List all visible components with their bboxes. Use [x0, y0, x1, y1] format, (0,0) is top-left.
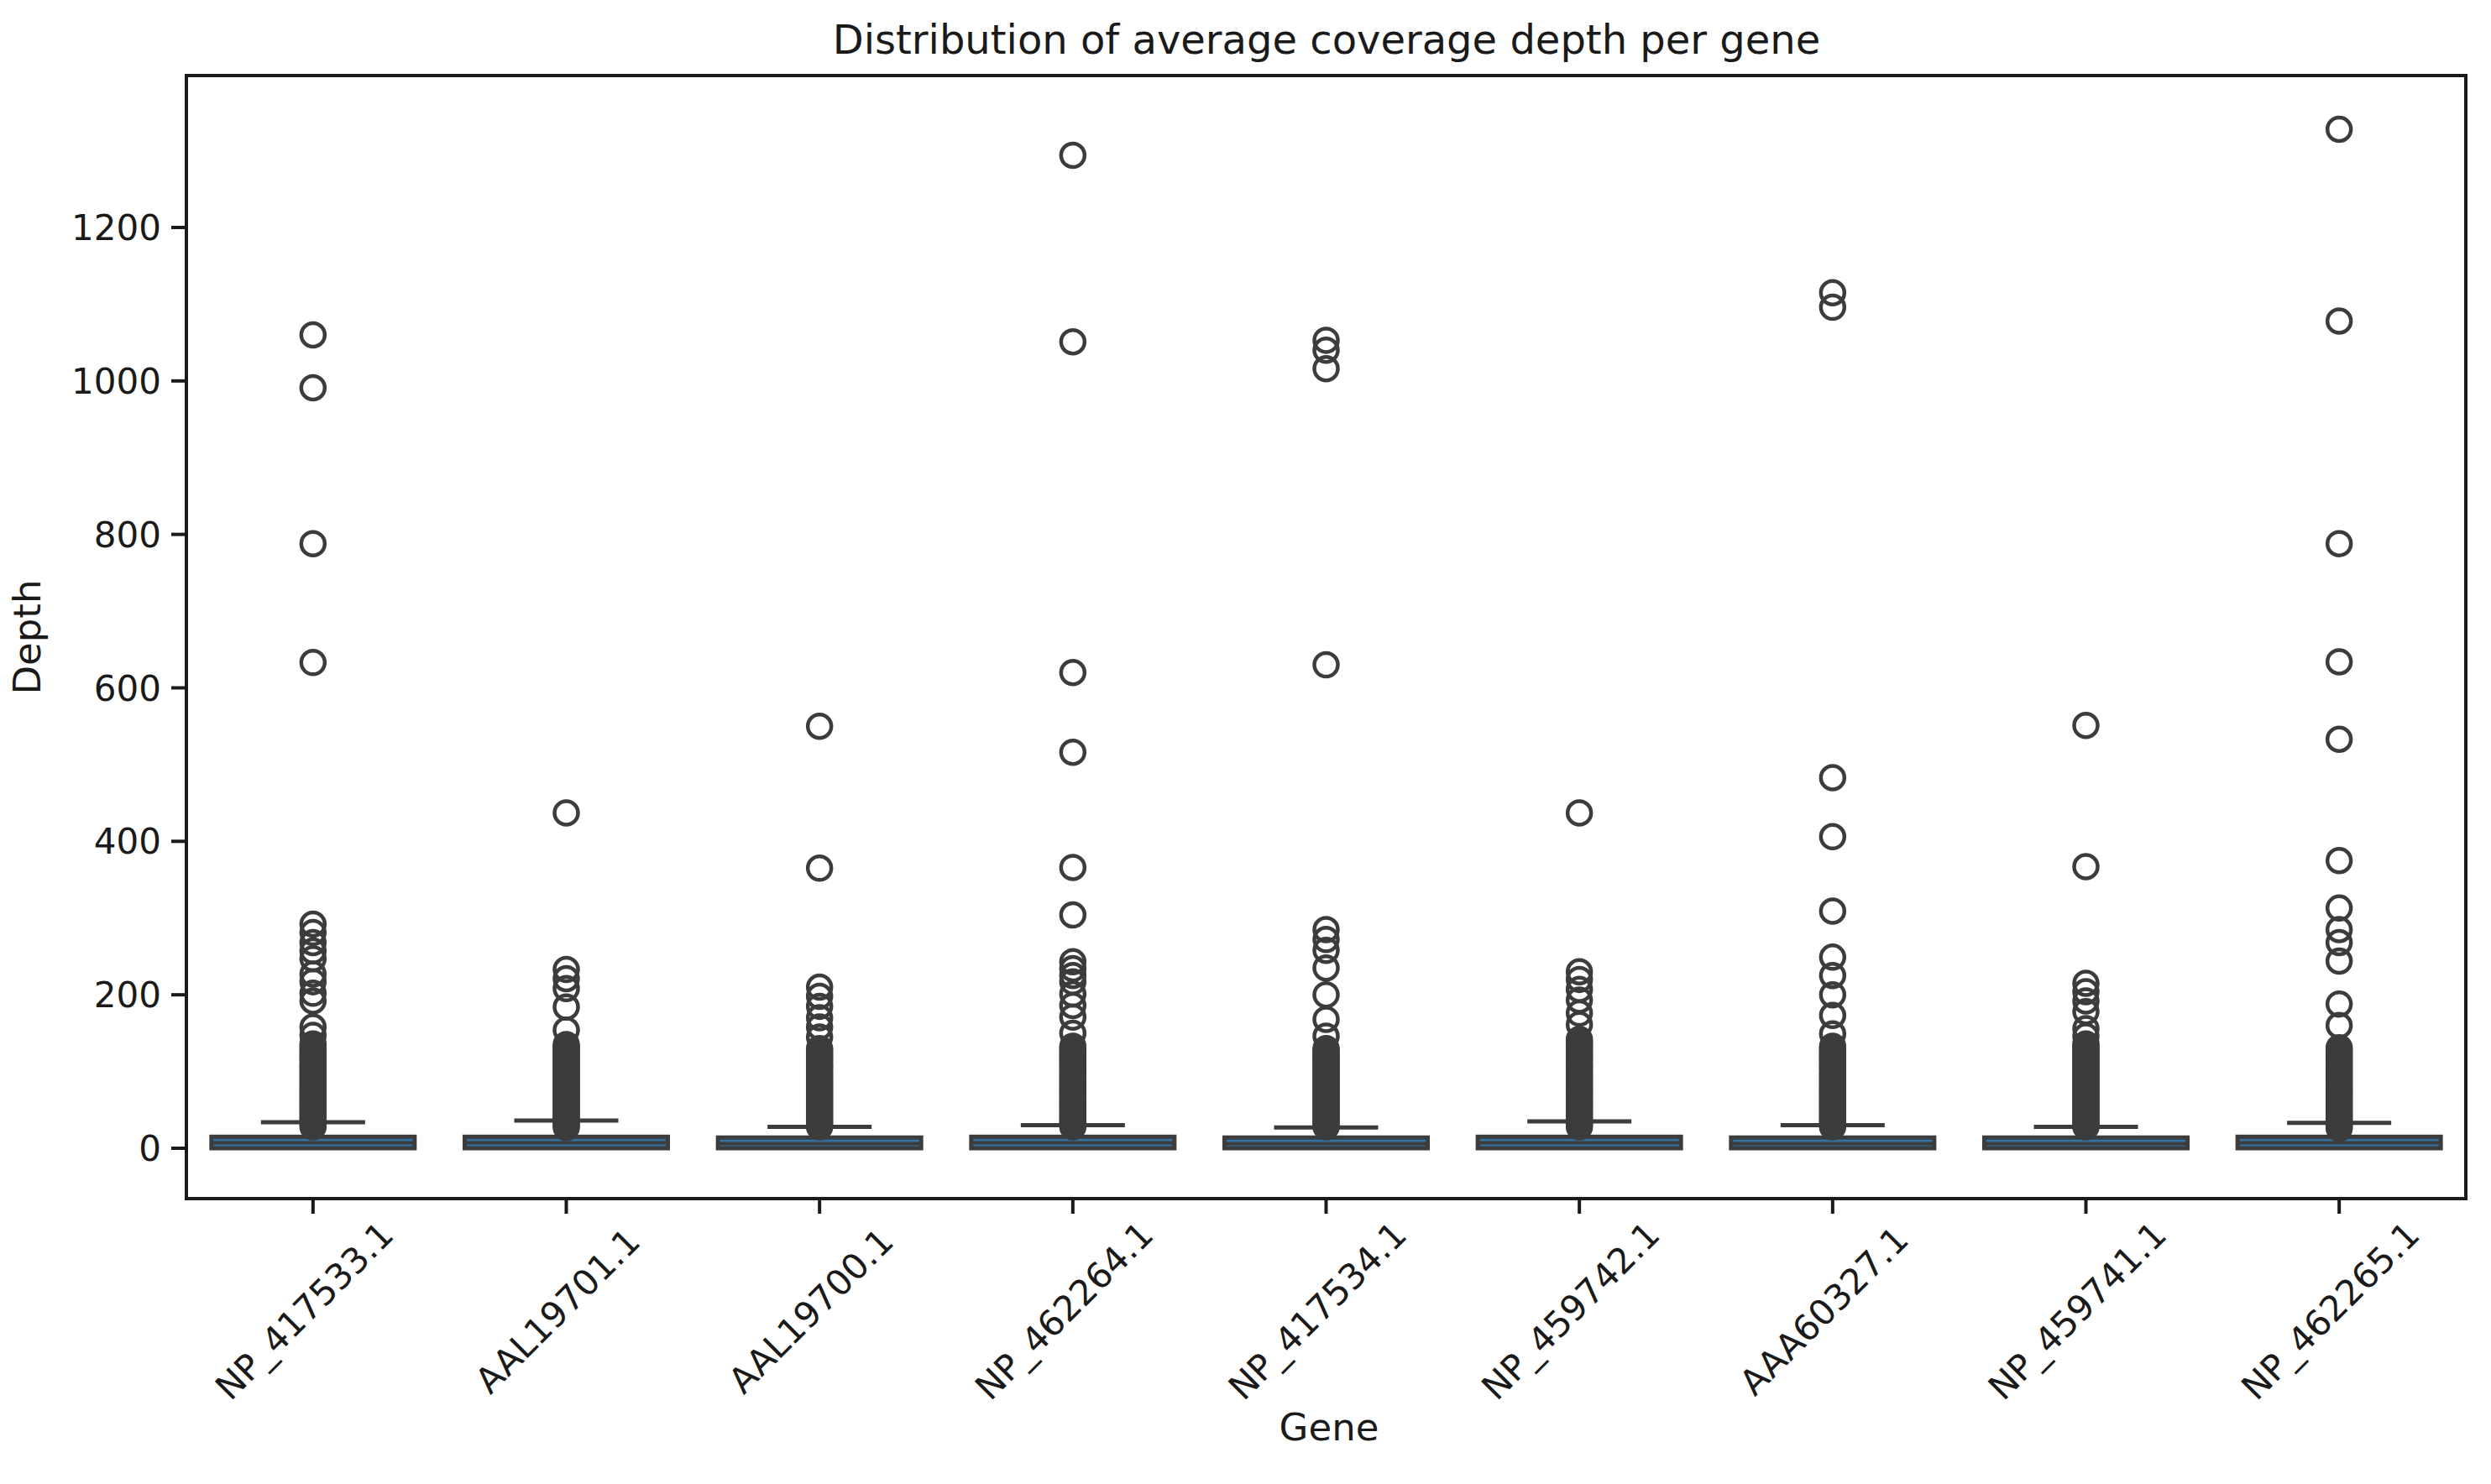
outlier-point: [2327, 310, 2351, 333]
boxplot-NP_459741.1: [1985, 713, 2188, 1148]
y-tick-label: 1000: [71, 361, 161, 402]
x-tick-label: NP_417533.1: [207, 1214, 401, 1408]
outlier-point: [555, 802, 578, 825]
outlier-point: [2327, 532, 2351, 556]
chart-title: Distribution of average coverage depth p…: [833, 16, 1821, 63]
y-tick-label: 1200: [71, 207, 161, 248]
x-tick-label: NP_462265.1: [2233, 1214, 2427, 1408]
boxplot-figure: 0 200 400 600 800 1000 1200 NP_417533.1 AAL19701…: [0, 0, 2491, 1484]
outlier-point: [301, 323, 325, 347]
outlier-point: [1567, 802, 1591, 825]
outlier-point: [2327, 849, 2351, 872]
x-tick-label: NP_459742.1: [1473, 1214, 1667, 1408]
boxplot-NP_459742.1: [1478, 802, 1681, 1148]
figure-canvas: 0 200 400 600 800 1000 1200 NP_417533.1 AAL19701…: [0, 0, 2491, 1484]
outlier-point: [1061, 740, 1085, 764]
x-tick-label: AAL19701.1: [468, 1220, 648, 1401]
outlier-point: [1061, 855, 1085, 879]
outlier-point: [1315, 956, 1338, 980]
boxplot-NP_417534.1: [1225, 328, 1428, 1148]
x-tick-label: NP_417534.1: [1221, 1214, 1415, 1408]
x-tick-label: AAL19700.1: [720, 1220, 901, 1401]
outlier-point: [301, 532, 325, 556]
outlier-point: [1821, 295, 1845, 319]
boxplot-NP_462264.1: [971, 144, 1175, 1148]
outlier-point: [1821, 766, 1845, 789]
outlier-point: [1821, 900, 1845, 923]
boxplot-AAA60327.1: [1731, 281, 1934, 1148]
outlier-point: [1821, 825, 1845, 849]
outlier-point: [301, 376, 325, 400]
outlier-point: [2075, 855, 2098, 879]
boxplot-AAL19701.1: [465, 802, 668, 1148]
outlier-point: [2327, 728, 2351, 751]
outlier-point: [1061, 330, 1085, 353]
y-axis-label: Depth: [5, 579, 50, 694]
y-tick-label: 200: [94, 975, 161, 1016]
y-tick-label: 600: [94, 668, 161, 709]
boxplot-NP_462265.1: [2237, 118, 2441, 1148]
outlier-point: [1061, 144, 1085, 167]
x-tick-label: AAA60327.1: [1732, 1219, 1917, 1403]
y-tick-label: 800: [94, 515, 161, 556]
outlier-point: [1315, 983, 1338, 1006]
y-tick-label: 0: [139, 1128, 161, 1169]
outlier-point: [1061, 661, 1085, 684]
outlier-point: [2075, 713, 2098, 737]
outlier-point: [808, 714, 831, 738]
outlier-point: [1315, 653, 1338, 677]
outlier-point: [2327, 650, 2351, 673]
plot-area: 0 200 400 600 800 1000 1200 NP_417533.1 AAL19701…: [71, 118, 2441, 1408]
x-axis-label: Gene: [1280, 1405, 1379, 1450]
outlier-point: [808, 856, 831, 880]
x-tick-label: NP_459741.1: [1981, 1214, 2174, 1408]
outlier-point: [2327, 118, 2351, 141]
y-tick-label: 400: [94, 821, 161, 862]
outlier-point: [1061, 903, 1085, 927]
boxplot-AAL19700.1: [718, 714, 921, 1148]
outlier-point: [301, 651, 325, 674]
boxplot-NP_417533.1: [212, 323, 415, 1148]
x-tick-label: NP_462264.1: [967, 1214, 1161, 1408]
